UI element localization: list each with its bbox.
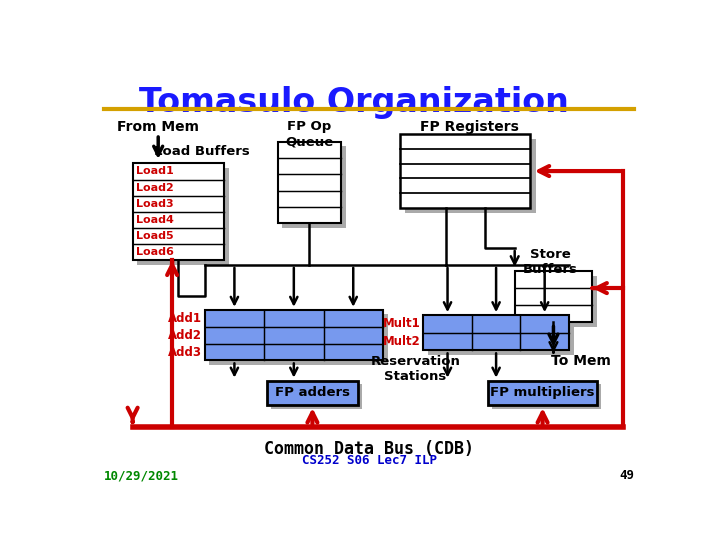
Text: Add2: Add2 — [168, 328, 202, 342]
Bar — [519, 276, 597, 327]
Text: FP adders: FP adders — [275, 386, 350, 399]
Text: CS252 S06 Lec7 ILP: CS252 S06 Lec7 ILP — [302, 454, 436, 467]
Text: Load Buffers: Load Buffers — [155, 145, 251, 158]
Bar — [488, 381, 597, 405]
Text: Load3: Load3 — [136, 199, 174, 209]
Text: To Mem: To Mem — [552, 354, 611, 368]
Text: Mult2: Mult2 — [382, 335, 420, 348]
Text: Load2: Load2 — [136, 183, 174, 193]
Text: Add1: Add1 — [168, 312, 202, 325]
Bar — [423, 315, 569, 350]
Bar — [492, 384, 600, 409]
Text: FP Op
Queue: FP Op Queue — [285, 120, 333, 148]
Bar — [271, 384, 362, 409]
Text: Load4: Load4 — [136, 215, 174, 225]
Bar — [428, 320, 574, 355]
Text: 49: 49 — [619, 469, 634, 482]
Bar — [138, 168, 229, 265]
Bar — [132, 164, 224, 260]
Text: Load6: Load6 — [136, 247, 174, 257]
Bar — [282, 146, 346, 228]
Text: Store
Buffers: Store Buffers — [523, 248, 577, 276]
Bar — [210, 314, 387, 365]
Text: Tomasulo Organization: Tomasulo Organization — [138, 86, 568, 119]
Text: Load5: Load5 — [136, 231, 174, 241]
Text: FP Registers: FP Registers — [420, 120, 519, 134]
Text: Mult1: Mult1 — [382, 318, 420, 330]
Bar — [277, 142, 341, 224]
Text: Load1: Load1 — [136, 166, 174, 177]
Text: FP multipliers: FP multipliers — [490, 386, 595, 399]
Text: 10/29/2021: 10/29/2021 — [104, 469, 179, 482]
Text: Common Data Bus (CDB): Common Data Bus (CDB) — [264, 440, 474, 458]
Bar — [266, 381, 358, 405]
Bar — [405, 139, 536, 213]
Text: From Mem: From Mem — [117, 120, 199, 134]
Text: Add3: Add3 — [168, 346, 202, 359]
Bar — [515, 271, 593, 322]
Bar — [400, 134, 530, 208]
Bar — [204, 309, 383, 361]
Text: Reservation
Stations: Reservation Stations — [371, 355, 460, 383]
